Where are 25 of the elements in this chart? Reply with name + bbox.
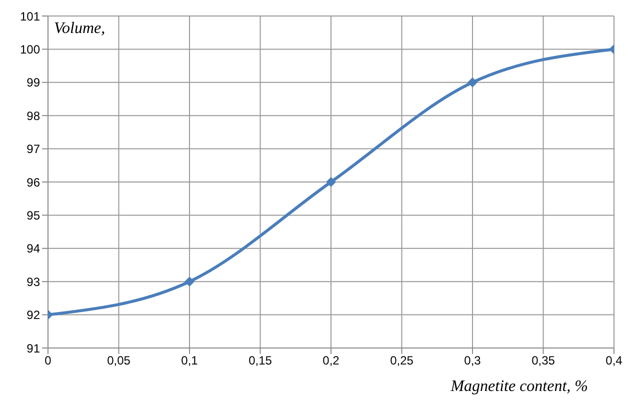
point <box>468 77 478 88</box>
y-tick-label: 93 <box>26 274 40 289</box>
y-tick-label: 101 <box>20 9 40 24</box>
y-tick-label: 99 <box>26 76 40 90</box>
x-tick-label: 0,1 <box>181 354 198 368</box>
y-tick-label: 91 <box>26 341 40 356</box>
x-axis-title: Magnetite content, % <box>450 378 588 396</box>
x-tick-label: 0,2 <box>322 354 340 368</box>
point <box>184 276 194 287</box>
x-tick-label: 0,4 <box>606 354 623 368</box>
x-tick-label: 0,05 <box>107 354 131 368</box>
point <box>326 177 336 187</box>
y-tick-label: 100 <box>20 42 40 56</box>
y-tick-label: 96 <box>26 175 40 190</box>
x-tick-label: 0,3 <box>464 354 482 368</box>
y-axis-title: Volume, <box>54 20 106 38</box>
y-tick-label: 98 <box>26 108 40 123</box>
y-tick-label: 94 <box>26 242 40 256</box>
x-tick-label: 0,25 <box>390 354 414 368</box>
y-tick-label: 92 <box>26 308 40 322</box>
y-tick-label: 97 <box>26 142 40 156</box>
x-tick-label: 0,15 <box>248 354 272 368</box>
x-tick-label: 0,35 <box>532 354 556 368</box>
x-tick-label: 0 <box>44 354 52 368</box>
y-tick-label: 95 <box>26 208 40 222</box>
